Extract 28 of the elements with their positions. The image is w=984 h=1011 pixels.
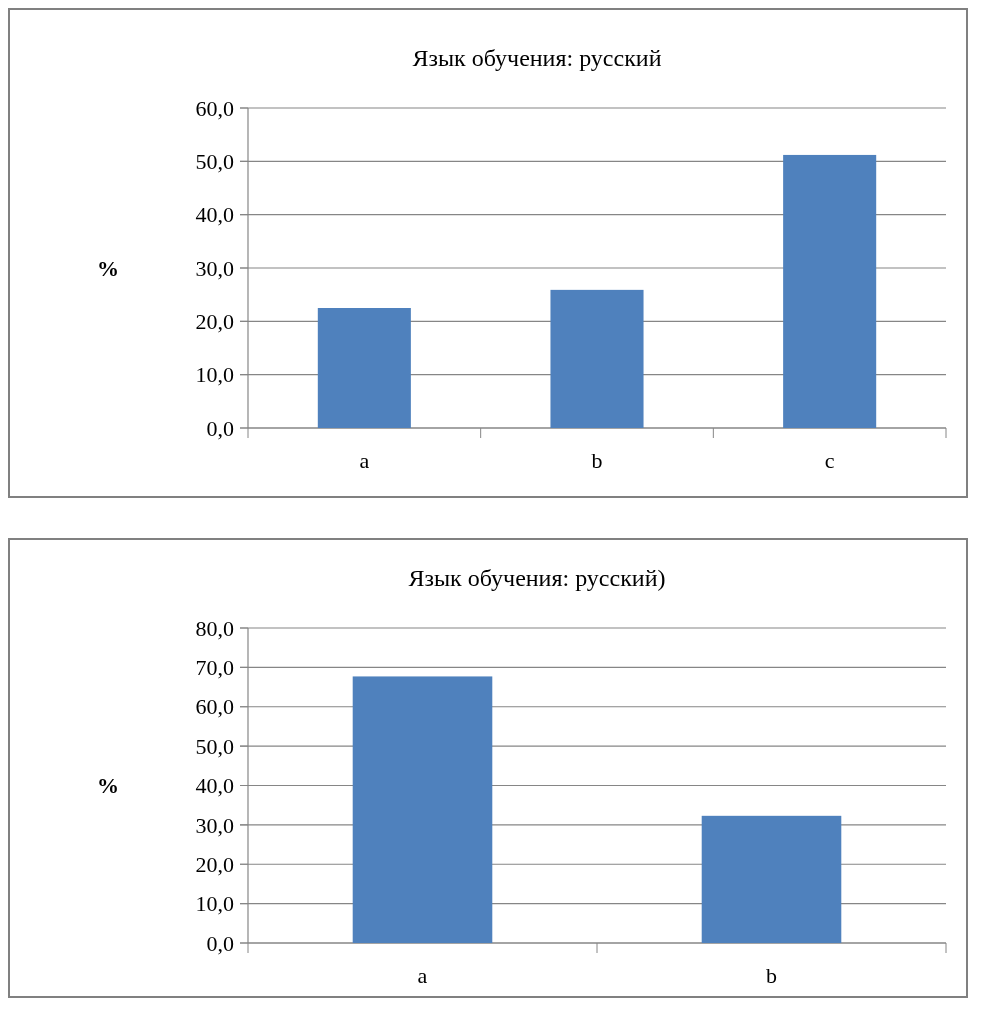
x-tick-label: a <box>359 448 370 473</box>
bar <box>783 154 877 428</box>
y-tick-label: 10,0 <box>195 891 234 917</box>
y-tick-label: 60,0 <box>195 694 234 720</box>
y-tick-label: 30,0 <box>195 255 234 281</box>
y-axis-title: % <box>97 773 119 799</box>
y-tick-label: 20,0 <box>195 851 234 877</box>
y-tick-label: 40,0 <box>195 773 234 799</box>
x-tick-label: b <box>591 448 603 473</box>
y-tick-label: 50,0 <box>195 733 234 759</box>
y-tick-label: 30,0 <box>195 812 234 838</box>
y-tick-label: 40,0 <box>195 202 234 228</box>
y-tick-label: 80,0 <box>195 615 234 641</box>
y-tick-label: 50,0 <box>195 149 234 175</box>
y-tick-label: 0,0 <box>206 415 234 441</box>
y-tick-label: 20,0 <box>195 309 234 335</box>
y-tick-label: 60,0 <box>195 95 234 121</box>
y-tick-label: 70,0 <box>195 655 234 681</box>
x-tick-label: b <box>766 963 777 988</box>
x-tick-label: c <box>824 448 835 473</box>
bar <box>550 289 644 428</box>
bar <box>317 308 411 428</box>
y-tick-label: 0,0 <box>206 930 234 956</box>
y-tick-label: 10,0 <box>195 362 234 388</box>
chart-title: Язык обучения: русский <box>412 45 662 71</box>
y-axis-title: % <box>97 255 119 281</box>
x-tick-label: a <box>417 963 428 988</box>
chart-title: Язык обучения: русский) <box>408 565 666 591</box>
